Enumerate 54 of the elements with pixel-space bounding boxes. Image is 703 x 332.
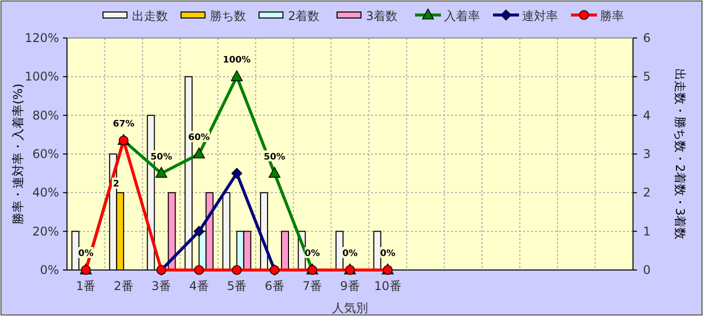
y2-tick-label: 4 xyxy=(643,108,651,122)
data-label: 67% xyxy=(112,119,134,130)
y-tick-label: 100% xyxy=(24,70,59,84)
point xyxy=(232,265,242,275)
point xyxy=(268,166,280,178)
y-tick-label: 20% xyxy=(32,224,59,238)
point xyxy=(194,265,204,275)
x-tick-label: 1番 xyxy=(76,279,96,293)
legend-label: 勝ち数 xyxy=(210,9,246,23)
legend-label: 勝率 xyxy=(600,9,624,23)
data-label: 100% xyxy=(222,56,251,66)
x-tick-label: 10番 xyxy=(374,279,402,293)
x-tick-label: 5番 xyxy=(226,279,247,293)
data-label: 0% xyxy=(78,249,94,259)
point xyxy=(231,168,242,179)
data-label: 2 xyxy=(112,180,120,190)
point xyxy=(155,166,168,178)
y2-tick-label: 0 xyxy=(643,263,651,277)
legend-label: 連対率 xyxy=(522,9,558,23)
y2-axis-title: 出走数・勝ち数・2着数・3着数 xyxy=(673,68,687,240)
legend-label: 2着数 xyxy=(288,9,320,23)
y-tick-label: 80% xyxy=(32,108,59,122)
data-label: 0% xyxy=(380,249,396,259)
x-tick-label: 4番 xyxy=(189,279,209,293)
point xyxy=(194,226,204,237)
bar xyxy=(168,192,176,270)
y-tick-label: 120% xyxy=(24,31,59,45)
x-axis-title: 人気別 xyxy=(332,301,368,315)
data-label: 0% xyxy=(342,249,358,259)
y2-tick-label: 1 xyxy=(643,224,651,238)
data-label: 50% xyxy=(264,152,286,162)
legend-label: 3着数 xyxy=(366,9,398,23)
y2-tick-label: 2 xyxy=(643,186,651,200)
y-tick-label: 40% xyxy=(32,186,59,200)
point xyxy=(193,148,205,158)
data-label: 60% xyxy=(188,133,210,143)
x-tick-label: 2番 xyxy=(114,279,134,293)
y2-tick-label: 3 xyxy=(643,147,651,161)
x-tick-label: 7番 xyxy=(302,279,322,293)
x-tick-label: 9番 xyxy=(340,279,360,293)
bar xyxy=(336,230,344,270)
data-label: 0% xyxy=(304,249,320,259)
y-axis-title: 勝率・連対率・入着率(%) xyxy=(11,84,25,224)
legend-label: 入着率 xyxy=(444,9,480,23)
y2-tick-label: 5 xyxy=(643,70,651,84)
x-tick-label: 3番 xyxy=(152,279,172,293)
data-label: 50% xyxy=(150,152,172,162)
y2-tick-label: 6 xyxy=(643,31,651,45)
y-tick-label: 60% xyxy=(32,147,59,161)
point xyxy=(230,70,243,82)
legend-label: 出走数 xyxy=(132,9,168,23)
x-tick-label: 6番 xyxy=(264,279,284,293)
bar xyxy=(281,230,289,270)
y-tick-label: 0% xyxy=(40,263,59,277)
